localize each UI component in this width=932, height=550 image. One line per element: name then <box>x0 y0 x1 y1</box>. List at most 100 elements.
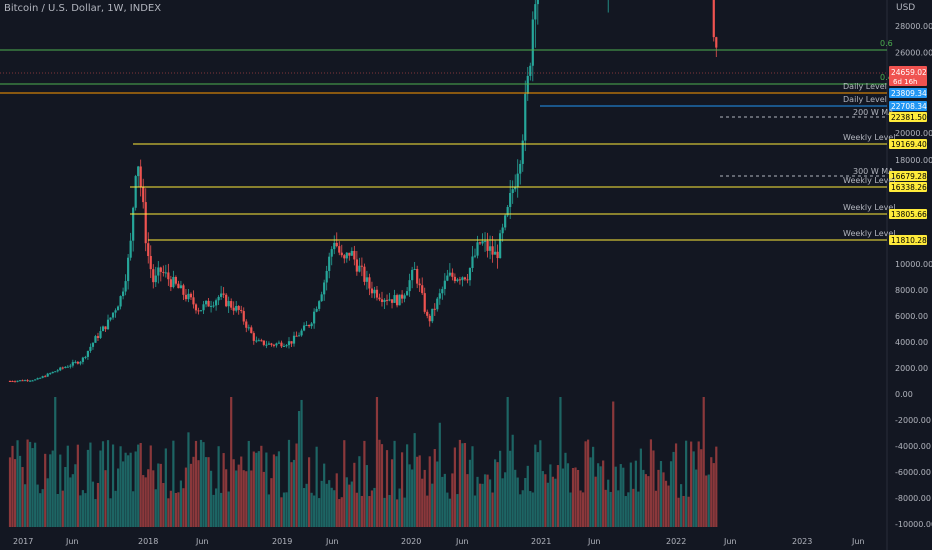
volume-bar <box>157 463 160 527</box>
candle-body <box>56 370 59 372</box>
candle-body <box>26 380 29 382</box>
candle-body <box>385 299 389 301</box>
x-tick-label: 2021 <box>531 537 551 546</box>
candle-body <box>122 291 125 297</box>
candle-body <box>478 242 482 244</box>
y-tick-label: 2000.00 <box>895 364 928 373</box>
candle-body <box>345 252 348 259</box>
candle-body <box>423 293 426 312</box>
volume-bar <box>451 473 454 527</box>
volume-bar <box>252 451 255 527</box>
y-tick-label: -10000.00 <box>895 520 932 529</box>
candle-body <box>49 373 52 375</box>
price-tag-bg <box>889 88 927 98</box>
candle-body <box>436 298 439 310</box>
volume-bar <box>493 459 497 527</box>
volume-bar <box>644 474 648 527</box>
level-label: 300 W MA <box>853 167 894 176</box>
volume-bar <box>292 459 296 527</box>
volume-bar <box>61 490 64 527</box>
candle-body <box>526 75 529 94</box>
volume-bar <box>46 478 49 527</box>
price-tag: 16679.28 <box>891 172 927 181</box>
volume-bar <box>501 478 504 527</box>
candle-body <box>373 289 376 294</box>
volume-bar <box>106 440 110 527</box>
volume-bar <box>345 477 348 527</box>
volume-bar <box>177 492 180 527</box>
volume-bar <box>350 481 353 527</box>
volume-bar <box>421 478 424 527</box>
candle-body <box>262 340 265 345</box>
candle-body <box>101 326 105 332</box>
candle-body <box>529 65 532 76</box>
volume-bar <box>209 470 213 527</box>
volume-bar <box>431 483 434 527</box>
y-tick-label: 10000.00 <box>895 260 932 269</box>
candle-body <box>257 340 260 342</box>
volume-bar <box>541 471 544 527</box>
volume-bar <box>49 454 52 527</box>
volume-bar <box>687 496 690 527</box>
volume-bar <box>408 464 411 527</box>
y-tick-label: 20000.00 <box>895 129 932 138</box>
candle-body <box>18 380 22 382</box>
candle-body <box>416 269 419 284</box>
last-price-bg <box>889 66 927 86</box>
volume-bar <box>685 440 688 527</box>
volume-bar <box>21 467 24 527</box>
price-tag: 19169.40 <box>891 140 927 149</box>
volume-bar <box>101 441 105 527</box>
candle-body <box>446 275 449 281</box>
volume-bar <box>74 464 77 527</box>
volume-bar <box>463 442 467 527</box>
candle-body <box>23 380 27 382</box>
volume-bar <box>169 490 172 527</box>
candle-body <box>305 325 308 327</box>
candle-body <box>393 295 396 303</box>
volume-bar <box>416 456 419 527</box>
candle-body <box>111 312 115 318</box>
candle-body <box>431 308 434 322</box>
volume-bar <box>76 444 79 527</box>
volume-bar <box>524 478 527 527</box>
volume-bar <box>255 452 258 527</box>
volume-bar <box>461 443 464 527</box>
volume-bar <box>496 462 499 527</box>
candle-body <box>290 341 293 344</box>
volume-bar <box>682 495 685 527</box>
candle-body <box>86 350 90 357</box>
candle-body <box>411 269 414 281</box>
volume-bar <box>119 446 122 527</box>
volume-bar <box>54 397 57 527</box>
candle-body <box>137 166 140 177</box>
volume-bar <box>448 498 451 527</box>
candle-body <box>471 256 474 268</box>
candle-body <box>272 344 276 346</box>
candle-body <box>265 344 268 346</box>
volume-bar <box>483 474 487 527</box>
level-label: 200 W MA <box>853 108 894 117</box>
volume-bar <box>486 474 489 527</box>
volume-bar <box>320 480 323 527</box>
volume-bar <box>212 494 215 527</box>
volume-bar <box>194 440 198 527</box>
volume-bar <box>712 463 715 527</box>
volume-bar <box>204 457 208 527</box>
volume-bar <box>607 479 610 527</box>
candle-body <box>142 187 145 203</box>
volume-bar <box>534 444 537 527</box>
volume-bar <box>220 492 223 527</box>
volume-bar <box>285 492 288 527</box>
candle-body <box>202 304 205 311</box>
volume-bar <box>18 455 22 527</box>
volume-bar <box>509 450 512 527</box>
volume-bar <box>290 462 293 527</box>
y-tick-label: 8000.00 <box>895 286 928 295</box>
volume-bar <box>235 470 238 527</box>
volume-bar <box>380 444 384 527</box>
candle-body <box>104 326 107 330</box>
volume-bar <box>66 445 69 527</box>
volume-bar <box>426 495 429 527</box>
candle-body <box>323 282 326 295</box>
